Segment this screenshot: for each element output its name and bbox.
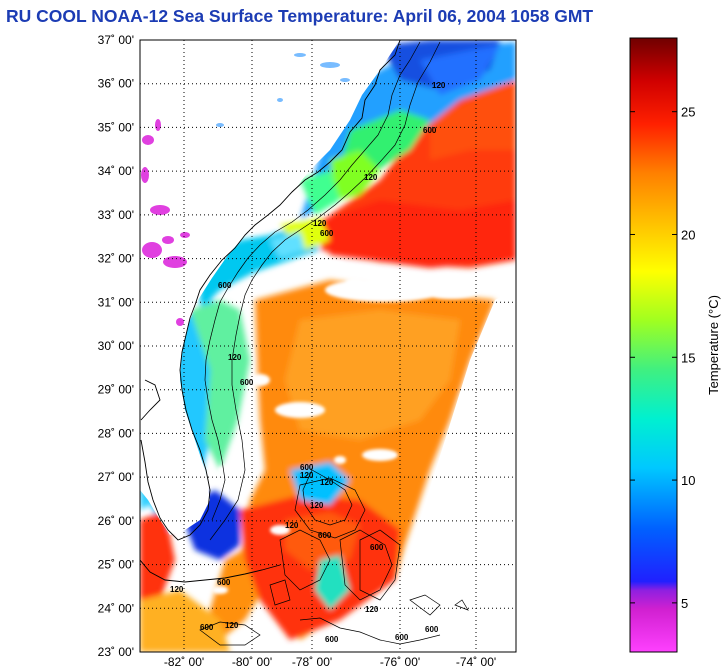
latitude-label: 32˚ 00' (98, 252, 134, 266)
latitude-label: 30˚ 00' (98, 339, 134, 353)
contour-label: 600 (325, 635, 339, 644)
latitude-label: 26˚ 00' (98, 514, 134, 528)
graticule (140, 40, 516, 652)
latitude-label: 25˚ 00' (98, 558, 134, 572)
contour-label: 600 (395, 633, 409, 642)
contour-label: 120 (170, 585, 184, 594)
contour-label: 120 (432, 81, 446, 90)
contour-label: 120 (300, 471, 314, 480)
contour-label: 600 (425, 625, 439, 634)
contour-label: 120 (310, 501, 324, 510)
contour-label: 120 (228, 353, 242, 362)
bathymetry-600m (209, 41, 441, 601)
latitude-label: 29˚ 00' (98, 383, 134, 397)
contour-label: 120 (285, 521, 299, 530)
latitude-label: 34˚ 00' (98, 164, 134, 178)
longitude-label: -80˚ 00' (232, 655, 272, 669)
latitude-label: 35˚ 00' (98, 120, 134, 134)
contour-label: 600 (300, 463, 314, 472)
latitude-label: 33˚ 00' (98, 208, 134, 222)
contour-label: 600 (370, 543, 384, 552)
contour-label: 600 (218, 281, 232, 290)
longitude-label: -78˚ 00' (292, 655, 332, 669)
contour-label: 120 (313, 219, 327, 228)
contour-label: 120 (364, 173, 378, 182)
contour-label: 120 (365, 605, 379, 614)
longitude-label: -76˚ 00' (380, 655, 420, 669)
colorbar-tick-label: 25 (681, 105, 695, 120)
cloud-mask (212, 259, 480, 594)
longitude-axis: -82˚ 00' -80˚ 00' -78˚ 00' -76˚ 00' -74˚ 00' (164, 655, 496, 669)
longitude-label: -74˚ 00' (456, 655, 496, 669)
latitude-label: 36˚ 00' (98, 77, 134, 91)
colorbar: 25 20 15 10 5 Temperature (°C) (629, 37, 721, 653)
contour-label: 600 (240, 378, 254, 387)
contour-labels: 120 600 120 600 120 600 120 120 600 120 … (170, 81, 446, 644)
swath-edge (375, 290, 516, 652)
latitude-label: 24˚ 00' (98, 601, 134, 615)
colorbar-scale (629, 37, 678, 653)
contour-label: 120 (225, 621, 239, 630)
latitude-label: 23˚ 00' (98, 645, 134, 659)
colorbar-tick-label: 15 (681, 350, 695, 365)
colorbar-tick-label: 10 (681, 473, 695, 488)
sst-image: 120 600 120 600 120 600 120 120 600 120 … (140, 40, 516, 652)
latitude-axis: 37˚ 00' 36˚ 00' 35˚ 00' 34˚ 00' 33˚ 00' 32˚ 0… (98, 33, 134, 659)
contour-label: 600 (423, 126, 437, 135)
latitude-label: 27˚ 00' (98, 470, 134, 484)
contour-label: 600 (200, 623, 214, 632)
contour-label: 600 (318, 531, 332, 540)
longitude-label: -82˚ 00' (164, 655, 204, 669)
coastline (140, 40, 401, 583)
contour-label: 600 (217, 578, 231, 587)
latitude-label: 31˚ 00' (98, 295, 134, 309)
islands (199, 579, 469, 646)
colorbar-title: Temperature (°C) (706, 295, 721, 395)
latitude-label: 28˚ 00' (98, 426, 134, 440)
bathymetry-120m (204, 41, 421, 601)
contour-label: 120 (320, 478, 334, 487)
contour-label: 600 (320, 229, 334, 238)
latitude-label: 37˚ 00' (98, 33, 134, 47)
plot-frame (139, 39, 517, 653)
colorbar-tick-label: 20 (681, 227, 695, 242)
colorbar-ticks: 25 20 15 10 5 (630, 105, 695, 611)
colorbar-tick-label: 5 (681, 596, 688, 611)
map-title: RU COOL NOAA-12 Sea Surface Temperature:… (6, 6, 594, 26)
